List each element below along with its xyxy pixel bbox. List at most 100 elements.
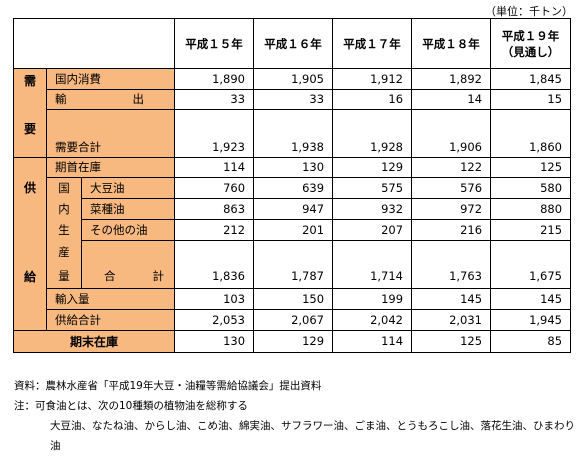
table-cell: 2,053 [174, 308, 255, 331]
table-row: 生 その他の油 212 201 207 216 215 [13, 218, 572, 241]
unit-label: （単位：千トン） [485, 5, 573, 18]
table-cell: 145 [411, 287, 492, 310]
table-cell: 1,675 [490, 264, 572, 289]
header-year-2: 平成１６年 [253, 18, 334, 69]
header-year-5: 平成１９年 （見通し） [490, 18, 572, 69]
table-cell [490, 108, 572, 137]
table-cell: 150 [253, 287, 334, 310]
table-cell: 1,860 [490, 137, 572, 158]
supply-section-spacer [13, 198, 47, 219]
table-cell: 760 [174, 176, 255, 199]
table-cell: 947 [253, 197, 334, 220]
table-cell: 1,890 [174, 68, 255, 90]
table-cell: 215 [490, 218, 572, 241]
table-cell: 129 [332, 156, 413, 178]
table-cell: 201 [253, 218, 334, 241]
table-cell [411, 239, 492, 264]
table-row-spacer: 要 [13, 108, 572, 137]
table-cell: 932 [332, 197, 413, 220]
notes: 資料：農林水産省「平成19年大豆・油糧等需給協議会」提出資料 注：可食油とは、次… [14, 376, 585, 456]
table-cell: 2,042 [332, 308, 413, 331]
header-empty-cell [12, 18, 176, 69]
table-cell: 972 [411, 197, 492, 220]
footnote: 注：可食油とは、次の10種類の植物油を総称する [14, 400, 248, 412]
table-row-spacer: 産 [13, 239, 572, 264]
table-cell: 1,906 [411, 137, 492, 158]
supply-section-spacer [13, 219, 47, 240]
table-cell: 2,067 [253, 308, 334, 331]
table-cell: 1,912 [332, 68, 413, 90]
header-year-4: 平成１８年 [411, 18, 492, 69]
table-cell [490, 239, 572, 264]
table-cell: 1,928 [332, 137, 413, 158]
table-cell: 114 [332, 329, 413, 353]
supply-section-bottom: 給 [13, 264, 47, 288]
table-row: 需要合計 1,923 1,938 1,928 1,906 1,860 [13, 137, 572, 158]
table-row: 給 量 合計 1,836 1,787 1,714 1,763 1,675 [13, 264, 572, 289]
row-label: 需要合計 [45, 137, 176, 158]
supply-section-top: 供 [13, 177, 47, 198]
table-cell: 1,845 [490, 68, 572, 90]
table-cell: 2,031 [411, 308, 492, 331]
table-cell: 114 [174, 156, 255, 178]
table-cell: 15 [490, 88, 572, 110]
table-row: 供 国 大豆油 760 639 575 576 580 [13, 176, 572, 199]
table-cell [174, 108, 255, 137]
supply-section-spacer [13, 288, 47, 309]
header-year-5-sub: （見通し） [501, 44, 560, 59]
table-cell [332, 239, 413, 264]
row-label-empty [80, 239, 176, 264]
table-cell: 575 [332, 176, 413, 199]
domestic-char: 内 [46, 198, 82, 219]
table-cell: 1,763 [411, 264, 492, 289]
table-cell: 122 [411, 156, 492, 178]
table-row: 需 国内消費 1,890 1,905 1,912 1,892 1,845 [13, 68, 572, 90]
domestic-char: 生 [46, 219, 82, 240]
table-row: 内 菜種油 863 947 932 972 880 [13, 197, 572, 220]
demand-section-bottom: 要 [13, 109, 47, 137]
table-cell: 130 [174, 329, 255, 353]
table-cell: 1,836 [174, 264, 255, 289]
table-cell: 1,938 [253, 137, 334, 158]
table-cell: 103 [174, 287, 255, 310]
table-cell: 14 [411, 88, 492, 110]
table-cell: 1,945 [490, 308, 572, 331]
demand-section-end [13, 137, 47, 158]
table-cell: 33 [253, 88, 334, 110]
supply-section-end [13, 309, 47, 331]
header-year-1: 平成１５年 [174, 18, 255, 69]
table-cell: 580 [490, 176, 572, 199]
demand-section-spacer [13, 89, 47, 109]
table-cell: 125 [490, 156, 572, 178]
table-cell: 16 [332, 88, 413, 110]
table-row: 輸入量 103 150 199 145 145 [13, 287, 572, 310]
table-cell: 85 [490, 329, 572, 353]
table-cell: 1,714 [332, 264, 413, 289]
table-cell: 212 [174, 218, 255, 241]
row-label: 大豆油 [80, 176, 176, 199]
table-cell: 1,892 [411, 68, 492, 90]
table-cell: 199 [332, 287, 413, 310]
header-year-5-label: 平成１９年 [501, 28, 560, 43]
source-note: 資料：農林水産省「平成19年大豆・油糧等需給協議会」提出資料 [14, 380, 322, 392]
supply-section-spacer [13, 240, 47, 264]
row-label: その他の油 [80, 218, 176, 241]
row-label: 輸出 [45, 88, 176, 110]
row-label: 菜種油 [80, 197, 176, 220]
table-cell: 863 [174, 197, 255, 220]
table-cell: 125 [411, 329, 492, 353]
table-cell [253, 108, 334, 137]
header-year-3: 平成１７年 [332, 18, 413, 69]
table-cell: 130 [253, 156, 334, 178]
table-cell [332, 108, 413, 137]
supply-section-spacer [13, 156, 47, 177]
header-row: 平成１５年 平成１６年 平成１７年 平成１８年 平成１９年 （見通し） [12, 18, 572, 69]
row-label: 国内消費 [45, 68, 176, 90]
table-cell: 639 [253, 176, 334, 199]
table-cell: 216 [411, 218, 492, 241]
footnote-oil-list: 大豆油、なたね油、からし油、こめ油、綿実油、サフラワー油、ごま油、とうもろこし油… [50, 420, 575, 452]
row-label-empty [45, 108, 176, 137]
demand-section-top: 需 [13, 68, 47, 89]
table-cell: 129 [253, 329, 334, 353]
table-row: 期末在庫 130 129 114 125 85 [12, 329, 572, 353]
